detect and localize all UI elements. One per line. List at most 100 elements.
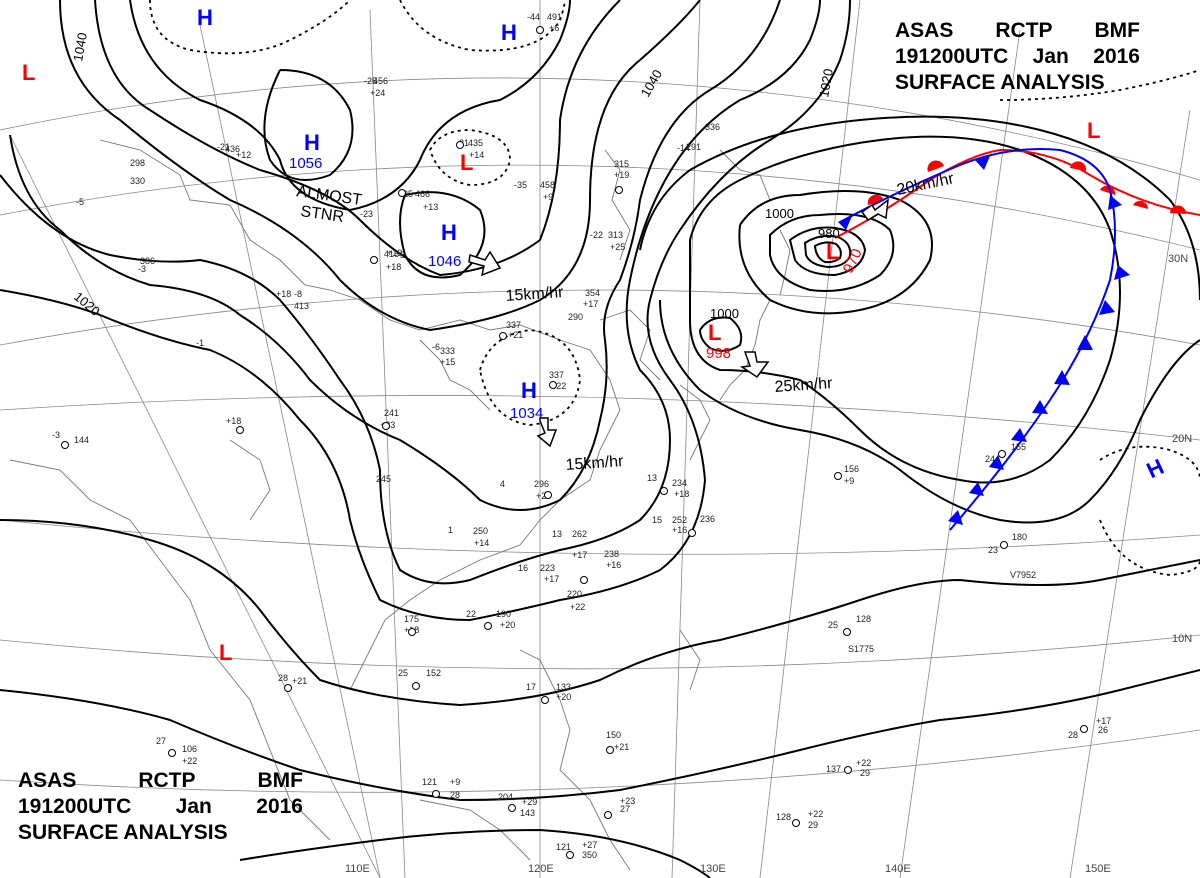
- station-value: 435: [468, 138, 483, 148]
- low-center-pressure: 998: [706, 345, 731, 362]
- station-circle: [432, 790, 440, 798]
- isobar-label: 1020: [816, 67, 836, 98]
- station-circle: [792, 819, 800, 827]
- high-center-symbol: H: [441, 220, 457, 245]
- station-value: 336: [705, 122, 720, 132]
- station-value: 4: [500, 479, 505, 489]
- station-circle: [382, 422, 390, 430]
- station-value: 223: [540, 563, 555, 573]
- station-value: 22: [466, 609, 476, 619]
- station-value: 121: [556, 842, 571, 852]
- station-value: 150: [606, 730, 621, 740]
- isobar-label: 980: [818, 226, 840, 241]
- chart-header-top: ASAS RCTP BMF 191200UTC Jan 2016 SURFACE…: [895, 18, 1140, 96]
- low-center-symbol: L: [460, 150, 473, 175]
- station-value: 15: [652, 515, 662, 525]
- station-value: +29: [522, 797, 537, 807]
- station-value: +22: [182, 756, 197, 766]
- station-value: 315: [614, 159, 629, 169]
- station-value: 29: [808, 820, 818, 830]
- station-value: V7952: [1010, 570, 1036, 580]
- station-value: +22: [570, 602, 585, 612]
- chart-header-bottom: ASAS RCTP BMF 191200UTC Jan 2016 SURFACE…: [18, 768, 303, 846]
- high-center-pressure: 1046: [428, 253, 461, 270]
- station-value: 128: [856, 614, 871, 624]
- warm-front: [834, 148, 1200, 239]
- station-value: 313: [608, 230, 623, 240]
- station-value: +14: [469, 150, 484, 160]
- valid-month: Jan: [1032, 45, 1069, 68]
- longitude-label: 130E: [700, 863, 726, 875]
- station-value: -6: [432, 342, 440, 352]
- valid-year: 2016: [1093, 45, 1140, 68]
- station-value: 28: [1068, 730, 1078, 740]
- station-circle: [398, 189, 406, 197]
- station-value: +9: [450, 777, 460, 787]
- station-value: 220: [567, 589, 582, 599]
- motion-label: 15km/hr: [565, 453, 625, 474]
- motion-label: 25km/hr: [774, 375, 834, 396]
- station-value: 337: [506, 320, 521, 330]
- station-value: 143: [520, 808, 535, 818]
- chart-type: SURFACE ANALYSIS: [18, 821, 228, 844]
- station-value: 252: [672, 515, 687, 525]
- station-circle: [843, 628, 851, 636]
- low-center-symbol: L: [1087, 118, 1100, 143]
- station-circle: [660, 487, 668, 495]
- station-value: 291: [686, 142, 701, 152]
- station-value: 436: [225, 144, 240, 154]
- station-value: +20: [500, 620, 515, 630]
- station-value: +25: [610, 242, 625, 252]
- station-value: 156: [844, 464, 859, 474]
- station-value: +9: [844, 476, 854, 486]
- station-value: 155: [1011, 442, 1026, 452]
- station-value: +19: [614, 170, 629, 180]
- station-value: 1: [448, 525, 453, 535]
- station-plots: -44491+6-25456+24-21436+12-31435+14-3545…: [52, 12, 1111, 860]
- station-value: +22: [551, 381, 566, 391]
- high-center-pressure: 1034: [510, 405, 543, 422]
- station-value: +24: [370, 88, 385, 98]
- station-value: 413: [294, 301, 309, 311]
- valid-month: Jan: [175, 795, 212, 818]
- station-value: 5: [400, 250, 405, 260]
- station-value: -14: [677, 143, 690, 153]
- motion-arrows: [468, 198, 889, 448]
- station-value: 298: [130, 158, 145, 168]
- station-value: 330: [130, 176, 145, 186]
- station-value: +20: [556, 692, 571, 702]
- high-center-pressure: 1056: [289, 155, 322, 172]
- station-value: +22: [856, 758, 871, 768]
- coastlines: [9, 139, 791, 871]
- station-value: 416: [384, 249, 399, 259]
- high-pressure-centers: H H H 1056 H 1046 H 1034 H: [197, 5, 1168, 483]
- station-circle: [615, 186, 623, 194]
- station-circle: [604, 811, 612, 819]
- station-value: 337: [549, 370, 564, 380]
- station-value: S1775: [848, 644, 874, 654]
- station-value: 28: [450, 790, 460, 800]
- station-value: +18: [674, 489, 689, 499]
- longitude-label: 110E: [345, 863, 370, 875]
- station-circle: [541, 696, 549, 704]
- station-value: 491: [547, 12, 562, 22]
- station-value: +18: [226, 416, 241, 426]
- station-circle: [61, 441, 69, 449]
- station-code: RCTP: [995, 19, 1053, 42]
- station-value: -44: [527, 12, 540, 22]
- station-value: 290: [568, 312, 583, 322]
- station-value: 386: [140, 256, 155, 266]
- valid-year: 2016: [256, 795, 303, 818]
- station-value: +6: [549, 23, 559, 33]
- station-value: 245: [376, 474, 391, 484]
- station-circle: [1080, 725, 1088, 733]
- station-circle: [370, 256, 378, 264]
- station-code: RCTP: [138, 769, 196, 792]
- agency-code: ASAS: [18, 769, 77, 792]
- station-circle: [844, 766, 852, 774]
- station-value: 238: [604, 549, 619, 559]
- station-value: +17: [1096, 716, 1111, 726]
- valid-time: 191200UTC: [895, 45, 1009, 68]
- station-circle: [544, 491, 552, 499]
- station-value: +21: [614, 742, 629, 752]
